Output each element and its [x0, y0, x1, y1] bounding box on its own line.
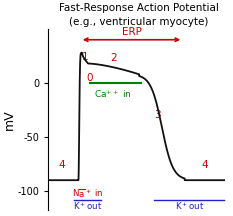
- Text: K$^+$out: K$^+$out: [175, 201, 204, 212]
- Text: 1: 1: [82, 52, 88, 62]
- Text: Ca$^{++}$ in: Ca$^{++}$ in: [94, 88, 131, 100]
- Text: 4: 4: [58, 160, 65, 170]
- Text: N$\overline{\rm a}^+$ in: N$\overline{\rm a}^+$ in: [72, 188, 103, 200]
- Text: 0: 0: [87, 73, 93, 83]
- Text: ERP: ERP: [122, 27, 141, 37]
- Text: K$^+$out: K$^+$out: [73, 201, 102, 212]
- Text: 3: 3: [154, 110, 161, 120]
- Y-axis label: mV: mV: [3, 109, 16, 130]
- Text: 2: 2: [110, 53, 117, 63]
- Text: 4: 4: [201, 160, 208, 170]
- Title: Fast-Response Action Potential
(e.g., ventricular myocyte): Fast-Response Action Potential (e.g., ve…: [59, 3, 219, 27]
